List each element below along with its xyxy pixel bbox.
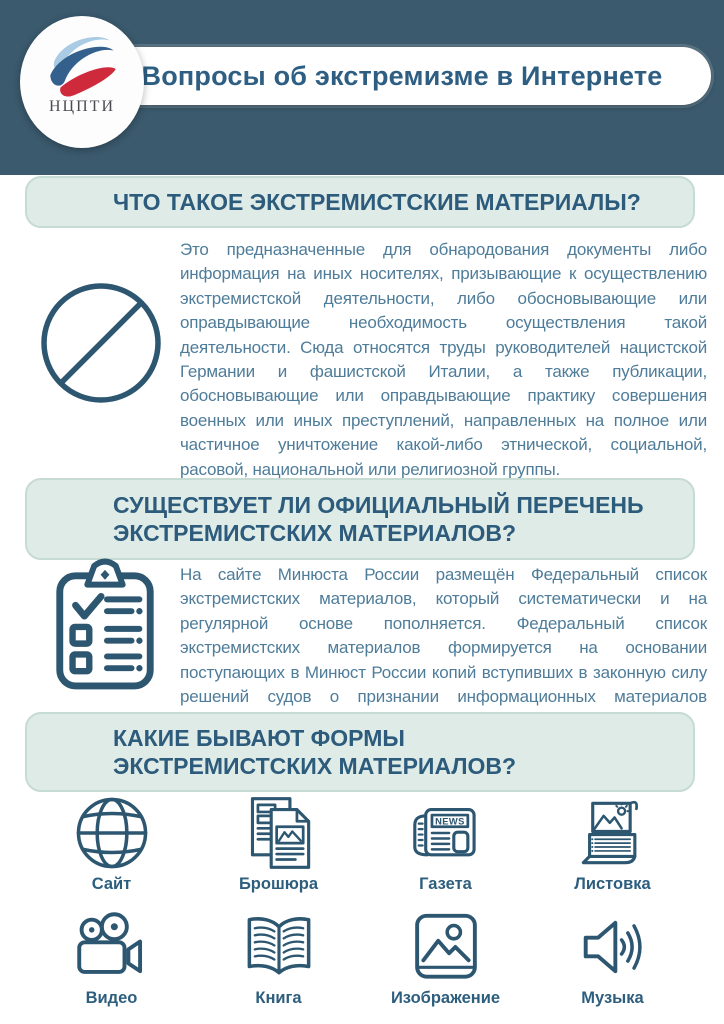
form-item-brochure: Брошюра — [195, 794, 362, 894]
video-camera-icon — [76, 912, 142, 974]
form-item-image: Изображение — [362, 908, 529, 1008]
logo-swirl-icon — [50, 36, 116, 97]
form-item-leaflet: Листовка — [529, 794, 696, 894]
checklist-icon — [56, 558, 154, 690]
section-1-body-text: Это предназначенные для обнародования до… — [180, 240, 707, 479]
form-label: Сайт — [91, 875, 132, 893]
section-2-heading-box: СУЩЕСТВУЕТ ЛИ ОФИЦИАЛЬНЫЙ ПЕРЕЧЕНЬ ЭКСТР… — [25, 478, 695, 560]
news-label: NEWS — [435, 816, 465, 826]
book-icon — [247, 917, 310, 975]
form-label: Газета — [419, 875, 472, 893]
logo-text: НЦПТИ — [49, 98, 115, 115]
form-item-video: Видео — [28, 908, 195, 1008]
form-item-book: Книга — [195, 908, 362, 1008]
form-label: Изображение — [390, 989, 501, 1007]
form-label: Брошюра — [238, 875, 319, 893]
form-label: Музыка — [581, 989, 644, 1007]
section-2-body-text: На сайте Минюста России размещён Федерал… — [180, 565, 707, 730]
prohibition-icon — [41, 283, 161, 403]
section-3-heading-line-1: КАКИЕ БЫВАЮТ ФОРМЫ — [113, 725, 405, 751]
form-label: Листовка — [574, 875, 651, 893]
form-item-music: Музыка — [529, 908, 696, 1008]
section-2-heading-line-2: ЭКСТРЕМИСТСКИХ МАТЕРИАЛОВ? — [113, 520, 517, 546]
logo-badge: НЦПТИ — [20, 16, 144, 148]
section-2-heading-line-1: СУЩЕСТВУЕТ ЛИ ОФИЦИАЛЬНЫЙ ПЕРЕЧЕНЬ — [113, 492, 644, 518]
form-item-newspaper: NEWS Газета — [362, 794, 529, 894]
leaflet-icon — [581, 800, 638, 865]
globe-icon — [76, 797, 147, 869]
title-pill: Вопросы об экстремизме в Интернете — [93, 47, 711, 105]
form-label: Видео — [85, 989, 138, 1007]
section-1-heading-box: ЧТО ТАКОЕ ЭКСТРЕМИСТСКИЕ МАТЕРИАЛЫ? — [25, 176, 695, 228]
section-3-heading-line-2: ЭКСТРЕМИСТСКИХ МАТЕРИАЛОВ? — [113, 753, 517, 779]
section-1-heading-text: ЧТО ТАКОЕ ЭКСТРЕМИСТСКИЕ МАТЕРИАЛЫ? — [113, 188, 641, 215]
page-title: Вопросы об экстремизме в Интернете — [141, 60, 663, 91]
form-label: Книга — [255, 989, 302, 1007]
section-3-heading-box: КАКИЕ БЫВАЮТ ФОРМЫ ЭКСТРЕМИСТСКИХ МАТЕРИ… — [25, 712, 695, 792]
header-band: Вопросы об экстремизме в Интернете НЦПТИ — [0, 0, 724, 175]
form-item-site: Сайт — [28, 794, 195, 894]
speaker-icon — [583, 920, 642, 974]
newspaper-icon: NEWS — [412, 808, 476, 857]
forms-grid: Сайт Брошюра NEWS — [28, 794, 696, 1008]
image-icon — [414, 913, 477, 979]
brochure-icon — [250, 797, 310, 869]
